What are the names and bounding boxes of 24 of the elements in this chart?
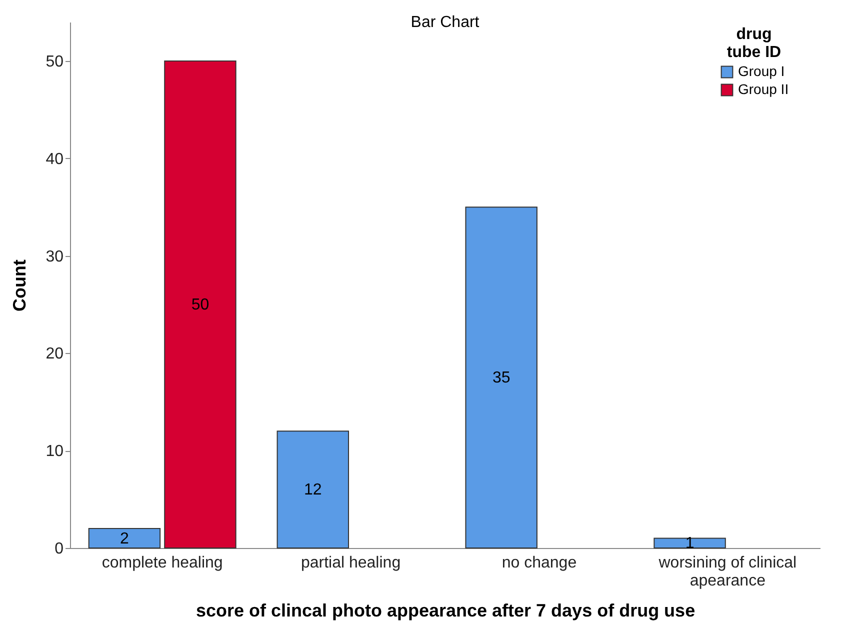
x-tick-label: no change xyxy=(502,554,577,572)
legend-label: Group II xyxy=(738,81,789,97)
data-label: 2 xyxy=(120,530,129,548)
y-tick-label: 20 xyxy=(46,346,64,363)
data-label: 50 xyxy=(191,296,210,314)
legend-title: drug tube ID xyxy=(726,26,782,61)
bar xyxy=(164,60,236,548)
y-axis-title: Count xyxy=(10,260,30,312)
x-axis-title: score of clincal photo appearance after 7 days of drug use xyxy=(196,600,696,620)
y-tick-label: 0 xyxy=(54,540,64,558)
x-tick-label: partial healing xyxy=(300,554,401,572)
bar xyxy=(465,206,538,548)
y-tick-label: 10 xyxy=(46,443,64,460)
y-tick-label: 40 xyxy=(46,150,64,168)
legend-label: Group I xyxy=(738,63,785,79)
bar xyxy=(88,528,161,548)
chart-title: Bar Chart xyxy=(410,14,480,31)
y-tick-label: 30 xyxy=(46,248,64,266)
data-label: 35 xyxy=(492,370,510,387)
x-tick-label: complete healing xyxy=(102,554,223,572)
bar xyxy=(276,430,350,548)
y-tick-label: 50 xyxy=(46,53,64,70)
x-tick-label: worsining of clinical apearance xyxy=(658,554,797,590)
data-label: 12 xyxy=(304,482,322,499)
